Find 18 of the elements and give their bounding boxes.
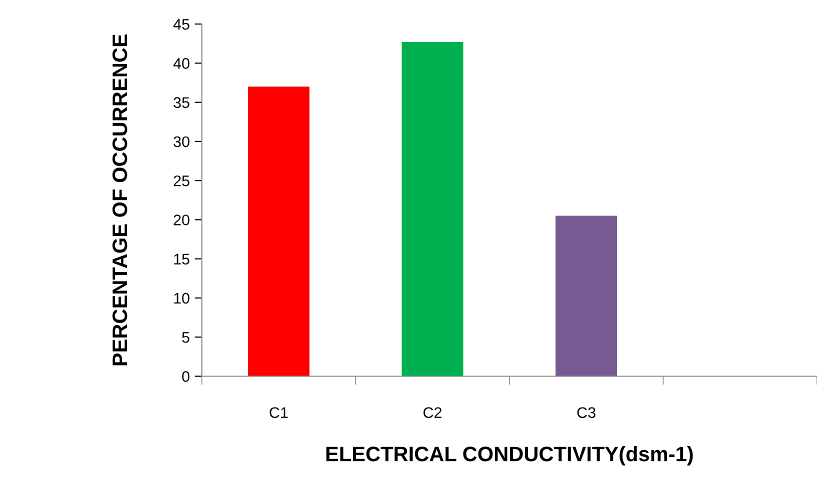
bar <box>248 86 310 376</box>
y-tick-label: 40 <box>173 58 190 69</box>
x-tick-label: C2 <box>424 407 442 418</box>
y-tick-label: 5 <box>182 332 190 343</box>
y-axis-title: PERCENTAGE OF OCCURRENCE <box>112 34 128 366</box>
bar <box>402 42 464 376</box>
x-tick-label: C3 <box>577 407 596 418</box>
y-tick-label: 20 <box>174 214 190 226</box>
y-tick-label: 10 <box>174 292 190 304</box>
y-tick-label: 35 <box>174 97 190 108</box>
y-tick-label: 45 <box>173 19 190 30</box>
y-tick-label: 0 <box>182 371 190 382</box>
x-axis-title: ELECTRICAL CONDUCTIVITY(dsm-1) <box>326 446 693 466</box>
y-tick-label: 15 <box>174 254 190 265</box>
y-tick-label: 25 <box>174 175 190 186</box>
y-tick-label: 30 <box>174 136 190 148</box>
bar <box>556 216 618 376</box>
x-tick-label: C1 <box>270 407 288 418</box>
